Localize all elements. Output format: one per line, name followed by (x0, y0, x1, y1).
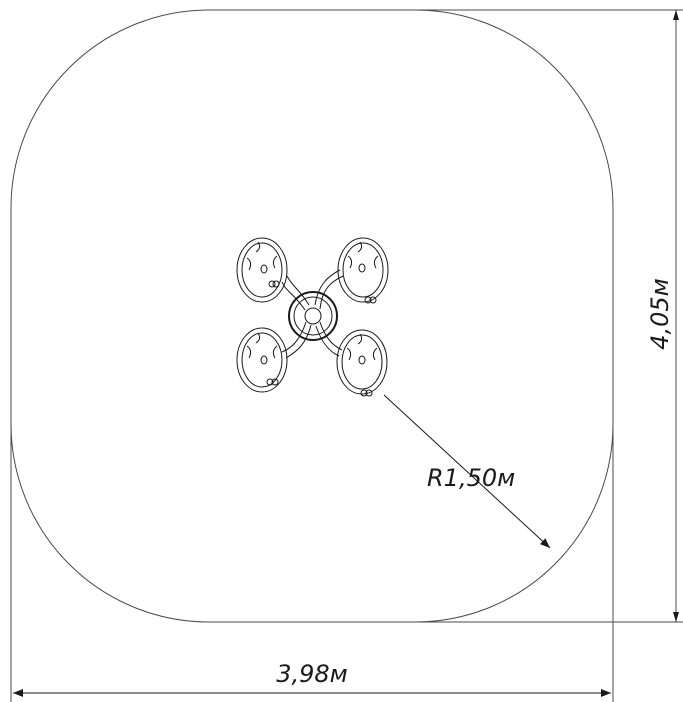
arm-top-right-inner (314, 269, 341, 306)
radius-label: R1,50м (427, 464, 515, 492)
seat-top-right (337, 237, 389, 304)
arm-bottom-left (281, 321, 307, 353)
safety-zone-outline (10, 9, 614, 623)
bolt-icon (360, 389, 373, 397)
central-base-inner (293, 296, 333, 336)
bolt-icon (266, 378, 279, 386)
arm-top-right (319, 275, 344, 310)
central-base-ring (288, 291, 338, 341)
arm-bottom-left-inner (285, 324, 312, 359)
arm-top-left-inner (286, 275, 310, 306)
central-post (304, 307, 322, 325)
width-label: 3,98м (276, 660, 348, 688)
seat-top-left (236, 237, 288, 303)
arrowhead-icon (673, 10, 679, 20)
arrowhead-icon (673, 612, 679, 622)
bolt-icon (364, 296, 377, 304)
arm-bottom-right (319, 321, 343, 351)
arm-top-left (281, 281, 306, 311)
seat-bottom-right (336, 329, 388, 397)
radius-leader-line (383, 394, 551, 549)
height-label: 4,05м (646, 278, 674, 350)
seat-bottom-left (236, 327, 288, 393)
equipment-top-view (236, 237, 389, 397)
arm-bottom-right-inner (315, 325, 340, 357)
bolt-icon (268, 280, 280, 288)
